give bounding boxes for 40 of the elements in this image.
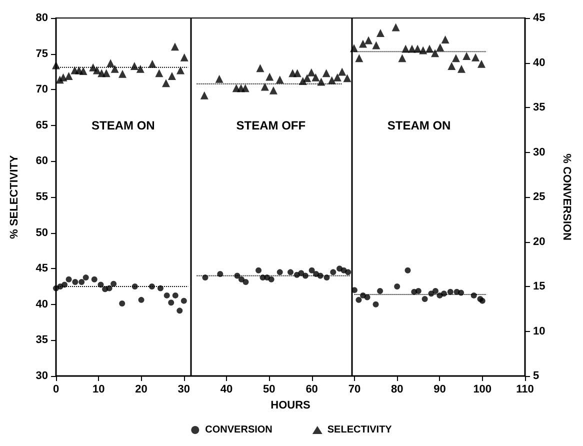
x-tick-label: 10 (92, 384, 105, 396)
x-tick-label: 110 (516, 384, 534, 396)
y2-tick-label: 25 (533, 191, 546, 203)
y2-tick-label: 5 (533, 370, 540, 382)
x-tick-label: 100 (473, 384, 492, 396)
y-tick-label: 30 (36, 370, 48, 382)
x-tick-label: 20 (135, 384, 148, 396)
y2-tick-label: 35 (533, 102, 546, 114)
y2-tick-label: 15 (533, 280, 546, 292)
x-tick-label: 70 (348, 384, 361, 396)
y-tick-label: 75 (36, 48, 48, 60)
x-tick-label: 30 (178, 384, 190, 396)
y2-tick-label: 30 (533, 146, 546, 158)
x-axis-title: HOURS (270, 399, 310, 412)
y2-tick-label: 10 (533, 325, 546, 338)
x-tick-label: 80 (390, 384, 404, 396)
y-tick-label: 70 (36, 84, 48, 96)
annotation: STEAM ON (91, 118, 155, 132)
y-tick-label: 50 (36, 226, 48, 239)
y-tick-label: 65 (36, 119, 48, 132)
y-axis-title: % SELECTIVITY (8, 154, 20, 239)
y-tick-label: 60 (36, 155, 48, 168)
y2-axis-title: % CONVERSION (560, 154, 572, 240)
y-tick-label: 80 (36, 12, 48, 24)
y-tick-label: 55 (36, 191, 48, 203)
y-tick-label: 45 (36, 262, 48, 275)
legend-label: CONVERSION (205, 424, 272, 436)
legend-label: SELECTIVITY (327, 424, 392, 436)
x-tick-label: 40 (220, 384, 233, 396)
annotation: STEAM OFF (236, 118, 306, 132)
y-tick-label: 40 (36, 298, 48, 310)
x-tick-label: 60 (306, 384, 318, 396)
annotation: STEAM ON (387, 118, 451, 132)
y2-tick-label: 45 (533, 12, 546, 24)
x-tick-label: 50 (263, 384, 276, 396)
x-tick-label: 90 (434, 384, 446, 396)
y-tick-label: 35 (36, 334, 48, 346)
x-tick-label: 0 (52, 384, 60, 396)
y2-tick-label: 40 (533, 56, 546, 69)
y2-tick-label: 20 (533, 236, 546, 248)
